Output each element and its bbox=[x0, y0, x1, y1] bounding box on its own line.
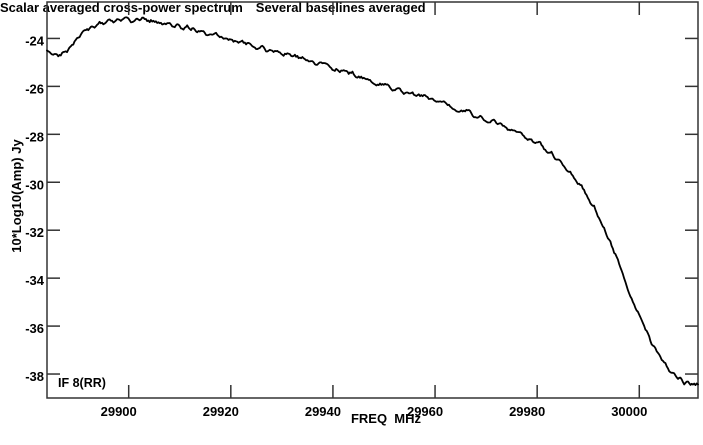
if-polarization-label: IF 8(RR) bbox=[58, 376, 106, 390]
caption: Scalar averaged cross-power spectrum Sev… bbox=[0, 0, 703, 15]
y-tick-label: -24 bbox=[25, 33, 45, 48]
x-tick-label: 29920 bbox=[203, 404, 239, 419]
caption-spectrum-type: Scalar averaged cross-power spectrum bbox=[0, 0, 243, 15]
spectrum-curve bbox=[46, 16, 699, 386]
x-tick-label: 30000 bbox=[611, 404, 647, 419]
y-tick-label: -32 bbox=[25, 225, 44, 240]
y-tick-label: -36 bbox=[25, 321, 44, 336]
x-tick-label: 29940 bbox=[305, 404, 341, 419]
y-axis-title: 10*Log10(Amp) Jy bbox=[9, 139, 24, 253]
y-tick-label: -38 bbox=[25, 369, 44, 384]
x-axis-title: FREQ MHz bbox=[350, 411, 422, 426]
caption-baselines: Several baselines averaged bbox=[255, 0, 426, 15]
y-tick-label: -34 bbox=[25, 273, 45, 288]
x-tick-label: 29960 bbox=[407, 404, 443, 419]
y-tick-label: -26 bbox=[25, 81, 44, 96]
plot-frame bbox=[46, 1, 699, 399]
x-tick-label: 29900 bbox=[101, 404, 137, 419]
y-tick-label: -28 bbox=[25, 129, 44, 144]
x-tick-label: 29980 bbox=[509, 404, 545, 419]
y-tick-label: -30 bbox=[25, 177, 44, 192]
